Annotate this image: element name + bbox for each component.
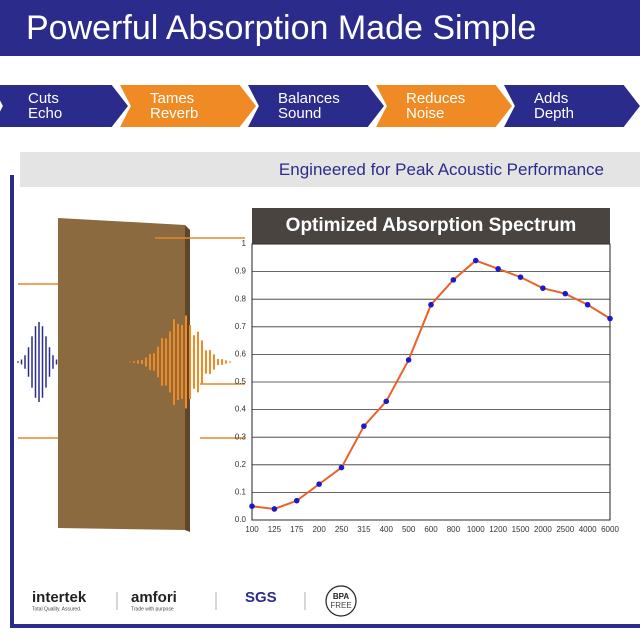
x-tick-label: 315 (357, 525, 371, 534)
feature: Reduces Noise (376, 85, 512, 127)
x-tick-label: 4000 (579, 525, 597, 534)
x-tick-label: 100 (245, 525, 259, 534)
y-tick-label: 0.3 (235, 432, 247, 441)
feature: Tames Reverb (120, 85, 256, 127)
x-tick-label: 500 (402, 525, 416, 534)
data-point (540, 285, 546, 291)
data-point (562, 290, 569, 297)
y-tick-label: 0.8 (235, 294, 247, 303)
arrows (18, 237, 245, 439)
x-tick-label: 600 (424, 525, 438, 534)
data-point (607, 315, 613, 322)
feature-text: Reduces (406, 90, 466, 107)
feature-text: Adds (534, 90, 569, 107)
x-tick-label: 250 (335, 525, 349, 534)
data-point (338, 464, 345, 471)
feature: Balances Sound (248, 85, 384, 127)
x-tick-label: 1500 (512, 525, 530, 534)
data-point (271, 506, 278, 512)
x-tick-label: 400 (380, 525, 394, 534)
chart-title-bg (252, 208, 610, 244)
feature-text: Echo (28, 105, 63, 122)
data-point (293, 497, 300, 504)
data-point (428, 301, 434, 308)
feature-text: Sound (278, 105, 322, 122)
x-tick-label: 6000 (601, 525, 619, 534)
x-tick-label: 125 (268, 525, 282, 534)
feature: Adds Depth (504, 85, 640, 127)
header-title: Powerful Absorption Made Simple (0, 0, 640, 56)
logo-name: amfori (131, 589, 177, 606)
feature-text: Depth (534, 105, 575, 122)
y-tick-label: 0.5 (235, 377, 247, 386)
y-tick-label: 0.1 (235, 488, 247, 497)
logo-tagline: Trade with purpose (131, 606, 174, 612)
data-point (472, 257, 479, 264)
data-point (450, 277, 457, 283)
data-point (405, 357, 412, 363)
logo-name: BPA (333, 592, 350, 601)
subtitle: Engineered for Peak Acoustic Performance (20, 152, 640, 187)
y-tick-label: 0.9 (235, 267, 247, 276)
y-tick-label: 0.6 (235, 350, 247, 359)
panel-edge (185, 225, 190, 532)
data-point (495, 266, 501, 272)
y-tick-label: 0.7 (235, 322, 247, 331)
logo-name: intertek (32, 589, 87, 606)
x-tick-label: 2000 (534, 525, 552, 534)
logo-ring (325, 585, 357, 617)
y-tick-label: 0.0 (235, 515, 247, 524)
data-point (383, 398, 390, 405)
chart-title: Optimized Absorption Spectrum (286, 215, 577, 236)
data-point (249, 503, 255, 510)
logo-tagline: FREE (330, 601, 351, 610)
feature: Cuts Echo (0, 85, 128, 127)
logo-tagline: Total Quality. Assured. (32, 606, 81, 612)
feature-text: Noise (406, 105, 445, 122)
data-point (361, 423, 367, 429)
x-tick-label: 2500 (556, 525, 574, 534)
y-tick-label: 1 (242, 239, 247, 248)
feature-text: Tames (150, 90, 195, 107)
x-tick-label: 175 (290, 525, 304, 534)
data-point (584, 301, 591, 308)
x-tick-label: 1200 (489, 525, 507, 534)
data-point (316, 481, 322, 487)
x-tick-label: 1000 (467, 525, 485, 534)
x-tick-label: 200 (312, 525, 326, 534)
logo-name: SGS (245, 589, 277, 606)
y-tick-label: 0.4 (235, 405, 247, 414)
sound-waves (17, 315, 231, 409)
panel (58, 218, 185, 530)
data-point (517, 274, 524, 280)
feature-text: Balances (278, 90, 340, 107)
feature-text: Cuts (28, 90, 59, 107)
x-tick-label: 800 (447, 525, 461, 534)
feature-text: Reverb (150, 105, 199, 122)
y-tick-label: 0.2 (235, 460, 247, 469)
